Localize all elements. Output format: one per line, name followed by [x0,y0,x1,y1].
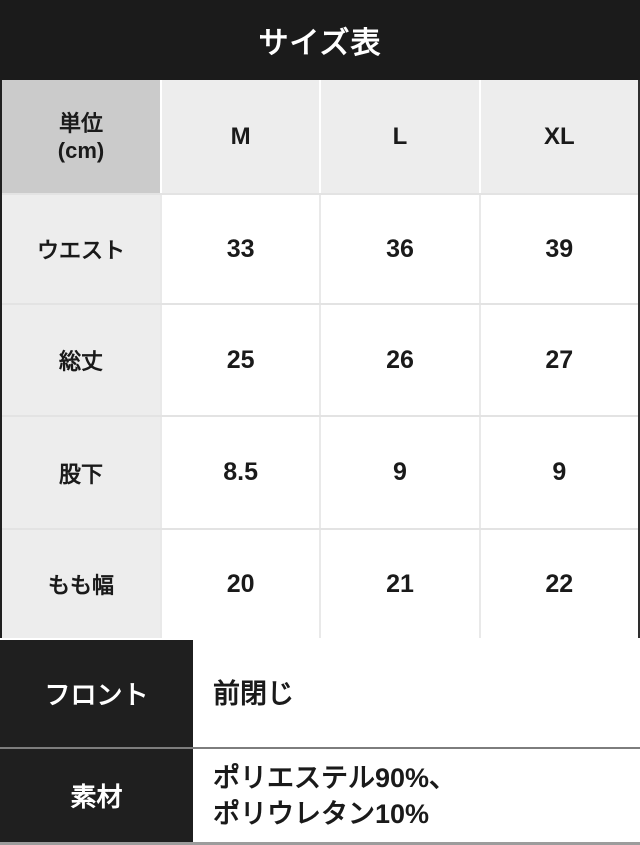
value-cell: 22 [478,530,638,638]
row-label: もも幅 [2,530,160,638]
value-cell: 21 [319,530,479,638]
value-cell: 9 [319,417,479,528]
unit-header-cell: 単位 (cm) [2,80,160,193]
value-cell: 27 [478,305,638,415]
row-label: ウエスト [2,195,160,303]
value-cell: 33 [160,195,320,303]
table-row-thigh-width: もも幅 20 21 22 [2,528,638,638]
value-cell: 36 [319,195,479,303]
spec-row-material: 素材 ポリエステル90%、 ポリウレタン10% [0,747,640,845]
spec-value-text: 前閉じ [213,678,294,709]
section-divider [0,638,640,640]
spec-value-front: 前閉じ [193,640,640,747]
table-row-inseam: 股下 8.5 9 9 [2,415,638,528]
spec-label-front: フロント [0,640,193,747]
value-cell: 20 [160,530,320,638]
spec-table: フロント 前閉じ 素材 ポリエステル90%、 ポリウレタン10% [0,640,640,845]
column-header-xl: XL [478,80,638,193]
page-title: サイズ表 [258,27,382,60]
unit-sub-label: (cm) [57,137,105,163]
table-row-total-length: 総丈 25 26 27 [2,303,638,415]
column-header-m: M [160,80,320,193]
value-cell: 8.5 [160,417,320,528]
spec-row-front: フロント 前閉じ [0,640,640,747]
size-table-header-row: 単位 (cm) M L XL [2,80,638,193]
title-bar: サイズ表 [0,0,640,80]
value-cell: 25 [160,305,320,415]
spec-label-material: 素材 [0,749,193,842]
spec-value-line2: ポリウレタン10% [213,798,430,829]
value-cell: 39 [478,195,638,303]
value-cell: 9 [478,417,638,528]
column-header-l: L [319,80,479,193]
size-table: 単位 (cm) M L XL ウエスト 33 36 39 総丈 25 26 27… [0,80,640,638]
table-row-waist: ウエスト 33 36 39 [2,193,638,303]
value-cell: 26 [319,305,479,415]
spec-value-material: ポリエステル90%、 ポリウレタン10% [193,749,640,842]
unit-label: 単位 [58,110,103,136]
spec-value-line1: ポリエステル90%、 [213,762,457,793]
row-label: 総丈 [2,305,160,415]
row-label: 股下 [2,417,160,528]
